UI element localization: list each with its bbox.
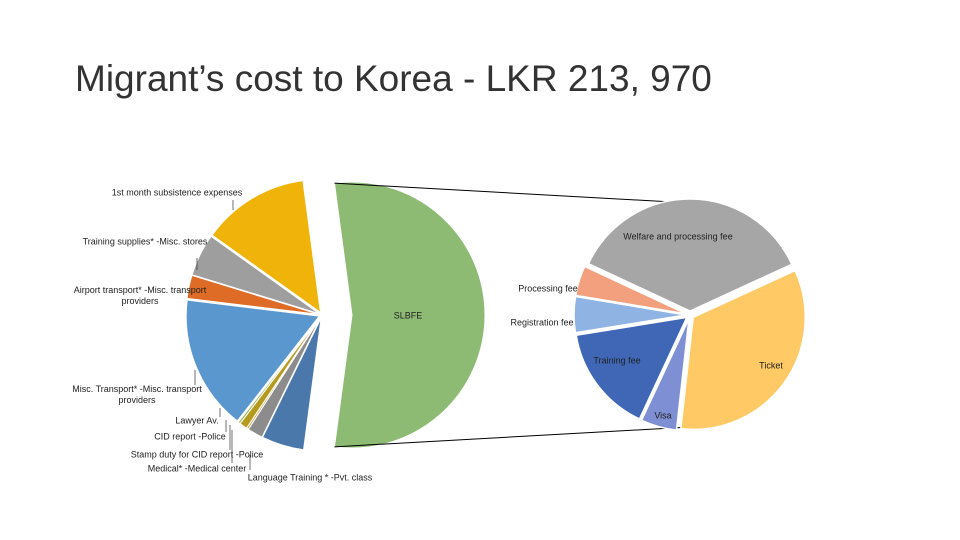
pie-slice — [679, 269, 806, 431]
slice-label: Misc. Transport* -Misc. transport provid… — [72, 384, 202, 405]
slice-label: Airport transport* -Misc. transport prov… — [73, 285, 207, 306]
pie-slice — [333, 181, 486, 449]
pie-slice — [640, 318, 690, 431]
slice-label: SLBFE — [393, 310, 423, 321]
pie-slice — [587, 198, 793, 312]
slice-label: Registration fee — [510, 317, 574, 328]
slice-label: Stamp duty for CID report -Police — [130, 449, 264, 460]
pie-slice — [574, 265, 687, 315]
slice-label: Visa — [654, 410, 672, 421]
pie-slice — [261, 317, 322, 451]
pie-slice — [575, 316, 689, 420]
slice-label: Training supplies* -Misc. stores — [82, 236, 208, 247]
slice-label: Training fee — [593, 355, 641, 366]
pie-slice — [573, 295, 687, 334]
connector-line — [334, 182, 691, 204]
pie-slice — [185, 299, 321, 422]
connector-line — [334, 426, 691, 448]
slice-label: 1st month subsistence expenses — [111, 187, 243, 198]
chart-title: Migrant’s cost to Korea - LKR 213, 970 — [75, 58, 712, 99]
slice-label: Medical* -Medical center — [147, 463, 247, 474]
slice-label: Ticket — [759, 360, 783, 371]
pie-slice — [191, 235, 320, 315]
slice-label: Processing fee — [518, 283, 578, 294]
slice-label: CID report -Police — [154, 431, 226, 442]
slice-label: Welfare and processing fee — [623, 231, 733, 242]
pie-slice — [237, 317, 321, 425]
slice-label: Lawyer Av. — [175, 415, 219, 426]
pie-slice — [211, 180, 322, 314]
pie-slice — [186, 274, 320, 315]
slice-label: Language Training * -Pvt. class — [247, 472, 373, 483]
